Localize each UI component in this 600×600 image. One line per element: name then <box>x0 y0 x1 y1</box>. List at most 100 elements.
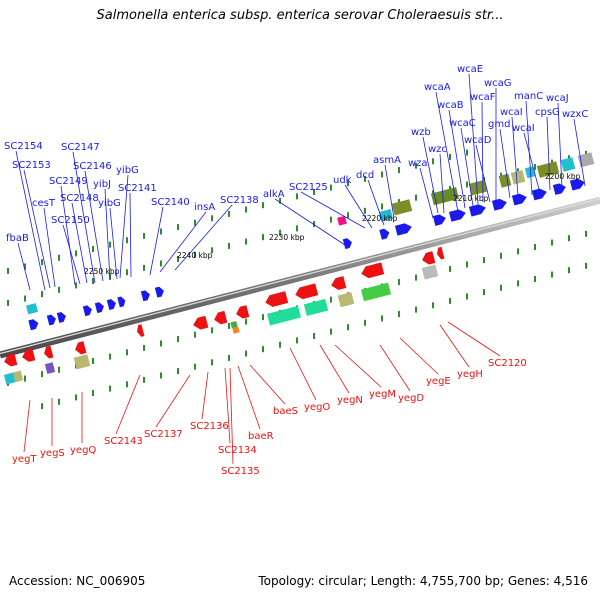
reverse-gene-label[interactable]: SC2136 <box>190 421 229 432</box>
forward-gene-label[interactable]: fbaB <box>6 233 29 244</box>
forward-gene-label[interactable]: wcaI <box>512 123 535 134</box>
forward-gene-arrow <box>117 296 126 307</box>
reverse-gene-arrow <box>74 341 87 355</box>
reverse-gene-arrow <box>264 291 288 308</box>
forward-gene-label[interactable]: alkA <box>263 189 285 200</box>
forward-gene-arrow <box>95 301 105 313</box>
forward-gene-box <box>26 303 38 314</box>
forward-gene-label[interactable]: cpsG <box>535 107 560 118</box>
reverse-leader-line <box>440 325 469 367</box>
reverse-gene-label[interactable]: SC2137 <box>144 429 183 440</box>
forward-gene-arrow <box>28 318 39 330</box>
reverse-gene-label[interactable]: yegE <box>426 376 451 387</box>
forward-gene-label[interactable]: wza <box>408 158 428 169</box>
reverse-gene-box <box>338 292 355 307</box>
forward-gene-label[interactable]: wcaA <box>424 82 451 93</box>
forward-leader-line <box>130 193 131 277</box>
reverse-leader-line <box>238 366 260 429</box>
forward-gene-label[interactable]: wzb <box>411 127 431 138</box>
reverse-gene-label[interactable]: yegS <box>40 448 65 459</box>
forward-gene-label[interactable]: SC2138 <box>220 195 259 206</box>
forward-leader-line <box>345 185 372 228</box>
forward-gene-label[interactable]: SC2149 <box>49 176 88 187</box>
forward-gene-arrow <box>512 192 528 205</box>
forward-leader-line <box>420 168 433 218</box>
forward-gene-label[interactable]: wzc <box>428 144 447 155</box>
reverse-leader-line <box>320 345 349 393</box>
reverse-gene-label[interactable]: yegO <box>304 402 330 413</box>
forward-gene-label[interactable]: udk <box>333 175 352 186</box>
forward-gene-label[interactable]: yibG <box>98 198 121 209</box>
reverse-gene-arrow <box>360 262 384 279</box>
reverse-gene-label[interactable]: yegN <box>337 395 363 406</box>
topology-label: Topology: circular; Length: 4,755,700 bp… <box>258 574 588 588</box>
reverse-leader-line <box>24 400 30 452</box>
forward-gene-arrow <box>343 237 353 249</box>
forward-gene-label[interactable]: wzxC <box>562 109 588 120</box>
forward-gene-arrow <box>379 228 390 240</box>
forward-leader-line <box>500 129 510 198</box>
reverse-gene-box <box>45 362 55 374</box>
reverse-gene-label[interactable]: baeR <box>248 431 274 442</box>
forward-gene-label[interactable]: SC2147 <box>61 142 100 153</box>
reverse-gene-label[interactable]: yegM <box>369 389 396 400</box>
reverse-gene-label[interactable]: yegH <box>457 369 483 380</box>
reverse-gene-label[interactable]: baeS <box>273 406 298 417</box>
forward-gene-arrow <box>57 311 67 323</box>
forward-gene-label[interactable]: wcaI <box>500 107 523 118</box>
reverse-gene-labels: yegTyegS yegQ SC2143SC2137 SC2136 SC2134 SC21… <box>12 322 527 477</box>
forward-gene-label[interactable]: gmd <box>488 119 510 130</box>
forward-gene-label[interactable]: yibG <box>116 165 139 176</box>
forward-gene-label[interactable]: wcaJ <box>546 93 569 104</box>
forward-gene-label[interactable]: dcd <box>356 170 374 181</box>
forward-gene-label[interactable]: wcaG <box>484 78 512 89</box>
scale-label: 2230 kbp <box>269 233 305 242</box>
scale-label: 2240 kbp <box>177 251 213 260</box>
reverse-leader-line <box>448 322 500 356</box>
reverse-gene-arrow <box>436 247 445 260</box>
forward-gene-label[interactable]: SC2148 <box>60 193 99 204</box>
forward-gene-arrow <box>107 298 117 310</box>
reverse-gene-label[interactable]: SC2134 <box>218 445 257 456</box>
forward-gene-label[interactable]: SC2154 <box>4 141 43 152</box>
reverse-gene-label[interactable]: yegD <box>398 393 424 404</box>
scale-label: 2200 kbp <box>545 172 581 181</box>
reverse-leader-line <box>250 365 285 404</box>
forward-gene-label[interactable]: yibJ <box>93 179 111 190</box>
backbone-highlight <box>0 199 600 354</box>
reverse-gene-box <box>422 265 439 280</box>
reverse-gene-label[interactable]: SC2120 <box>488 358 527 369</box>
forward-gene-label[interactable]: wcaF <box>470 92 496 103</box>
forward-gene-box <box>511 170 526 185</box>
forward-gene-label[interactable]: SC2140 <box>151 197 190 208</box>
forward-gene-label[interactable]: SC2125 <box>289 182 328 193</box>
scale-label: 2220 kbp <box>362 214 398 223</box>
forward-gene-label[interactable]: SC2153 <box>12 160 51 171</box>
forward-gene-arrow <box>47 314 57 326</box>
forward-gene-label[interactable]: SC2141 <box>118 183 157 194</box>
reverse-gene-arrow <box>421 251 436 266</box>
forward-gene-label[interactable]: wcaB <box>437 100 464 111</box>
forward-gene-arrow <box>83 304 93 316</box>
forward-gene-label[interactable]: asmA <box>373 155 401 166</box>
forward-leader-line <box>18 243 30 290</box>
forward-gene-label[interactable]: SC2146 <box>73 161 112 172</box>
reverse-gene-arrow <box>330 276 347 291</box>
forward-gene-label[interactable]: insA <box>194 202 215 213</box>
reverse-gene-label[interactable]: SC2143 <box>104 436 143 447</box>
accession-label: Accession: NC_006905 <box>9 574 145 588</box>
reverse-gene-label[interactable]: yegQ <box>70 445 96 456</box>
reverse-gene-label[interactable]: yegT <box>12 454 37 465</box>
forward-gene-box <box>561 157 576 172</box>
forward-gene-label[interactable]: manC <box>514 91 543 102</box>
forward-gene-box <box>392 199 412 215</box>
forward-gene-arrow <box>433 213 447 226</box>
reverse-leader-line <box>156 375 190 427</box>
forward-gene-arrow <box>532 187 548 200</box>
forward-gene-label[interactable]: wcaD <box>464 135 492 146</box>
forward-gene-label[interactable]: cesT <box>32 198 56 209</box>
forward-gene-label[interactable]: wcaE <box>457 64 483 75</box>
forward-gene-box <box>499 174 512 188</box>
reverse-gene-label[interactable]: SC2135 <box>221 466 260 477</box>
forward-gene-arrow <box>469 203 487 217</box>
